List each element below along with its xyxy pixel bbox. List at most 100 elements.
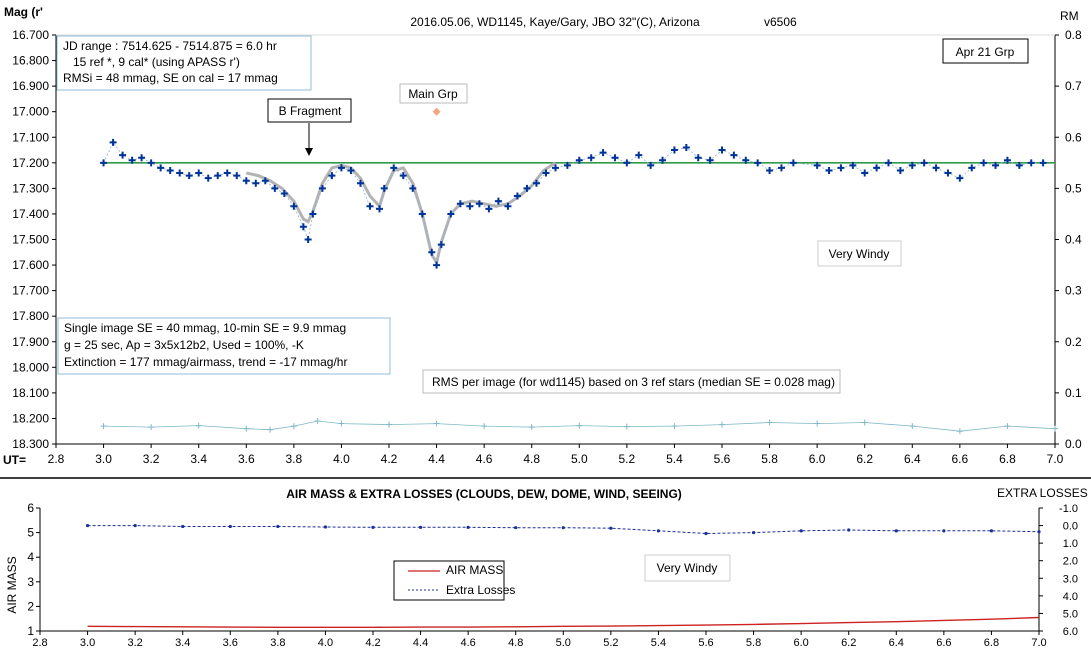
- data-point: [347, 166, 355, 174]
- data-point: [271, 184, 279, 192]
- airmass-line: [87, 616, 1040, 628]
- data-point: [399, 172, 407, 180]
- data-point: [195, 169, 203, 177]
- bottom-y2-label: EXTRA LOSSES: [997, 486, 1088, 500]
- y2-tick-label: 0.8: [1065, 28, 1082, 42]
- y-tick-label: 18.100: [12, 386, 49, 400]
- data-point: [980, 159, 988, 167]
- data-point: [742, 156, 750, 164]
- data-point: [375, 205, 383, 213]
- extra-losses-point: [418, 525, 423, 529]
- rms-point: [576, 422, 583, 429]
- extra-losses-point: [1037, 530, 1041, 534]
- x-tick-label: 5.6: [714, 452, 731, 466]
- extra-losses-point: [85, 523, 90, 528]
- bottom-y-tick-label: 1: [27, 624, 34, 638]
- bottom-y2-tick-label: 3.0: [1063, 573, 1078, 585]
- data-point: [409, 184, 417, 192]
- bottom-x-tick-label: 6.4: [889, 637, 904, 649]
- data-point: [647, 161, 655, 169]
- bottom-x-tick-label: 3.8: [270, 637, 285, 649]
- bottom-x-tick-label: 3.4: [175, 637, 190, 649]
- bottom-x-tick-label: 5.6: [698, 637, 713, 649]
- bottom-x-tick-label: 6.8: [984, 637, 999, 649]
- data-point: [1003, 156, 1011, 164]
- data-point: [456, 200, 464, 208]
- data-point: [328, 172, 336, 180]
- rms-point: [861, 419, 868, 426]
- data-point: [318, 184, 326, 192]
- bottom-x-tick-label: 6.2: [841, 637, 856, 649]
- y2-tick-label: 0.5: [1065, 181, 1082, 195]
- bottom-x-tick-label: 3.6: [223, 637, 238, 649]
- extra-losses-point: [276, 524, 280, 529]
- data-point: [100, 159, 108, 167]
- rms-point: [290, 423, 297, 430]
- data-point: [504, 202, 512, 210]
- data-point: [513, 192, 521, 200]
- extra-losses-point: [228, 524, 232, 529]
- rms-point: [719, 421, 725, 428]
- extra-losses-point: [799, 529, 803, 533]
- bottom-x-tick-label: 4.4: [413, 637, 428, 649]
- data-point: [599, 149, 607, 157]
- data-point: [204, 174, 212, 182]
- bottom-x-tick-label: 4.6: [460, 637, 475, 649]
- data-point: [380, 184, 388, 192]
- data-point: [418, 210, 426, 218]
- data-point: [447, 210, 455, 218]
- extra-losses-point: [989, 529, 994, 533]
- data-point: [563, 161, 571, 169]
- data-point: [1027, 159, 1035, 167]
- data-point: [825, 166, 833, 174]
- rms-point: [814, 420, 821, 427]
- model-fit-line: [245, 161, 557, 267]
- bottom-chart-title: AIR MASS & EXTRA LOSSES (CLOUDS, DEW, DO…: [286, 487, 682, 501]
- bottom-x-tick-label: 6.6: [936, 637, 951, 649]
- bottom-y-label: AIR MASS: [5, 556, 19, 613]
- y-tick-label: 18.300: [12, 437, 49, 451]
- x-tick-label: 4.4: [428, 452, 445, 466]
- data-point: [670, 146, 678, 154]
- data-point: [968, 164, 976, 172]
- bottom-x-tick-label: 7.0: [1031, 637, 1046, 649]
- chart-title: 2016.05.06, WD1145, Kaye/Gary, JBO 32"(C…: [410, 15, 700, 29]
- x-tick-label: 7.0: [1047, 452, 1064, 466]
- info-box: JD range : 7514.625 - 7514.875 = 6.0 hr …: [56, 35, 312, 91]
- x-tick-label: 4.6: [476, 452, 493, 466]
- bottom-y2-tick-label: -1.0: [1059, 503, 1078, 515]
- data-point: [575, 156, 583, 164]
- rms-point: [100, 423, 107, 430]
- y-tick-label: 17.800: [12, 309, 49, 323]
- stats-box: Single image SE = 40 mmag, 10-min SE = 9…: [57, 317, 391, 375]
- bottom-x-tick-label: 3.2: [127, 637, 142, 649]
- svg-text:Very Windy: Very Windy: [829, 247, 890, 261]
- y-tick-label: 17.600: [12, 258, 49, 272]
- chart-version: v6506: [764, 15, 797, 29]
- y-tick-label: 16.700: [12, 28, 49, 42]
- bottom-y-tick-label: 5: [27, 526, 34, 540]
- data-point: [390, 164, 398, 172]
- data-point: [587, 154, 595, 162]
- extra-losses-point: [656, 529, 661, 533]
- rms-point: [433, 420, 440, 427]
- data-point: [280, 189, 288, 197]
- data-point: [233, 172, 241, 180]
- data-point: [920, 159, 928, 167]
- extra-losses-point: [133, 523, 137, 528]
- x-tick-label: 2.8: [48, 452, 65, 466]
- y-tick-label: 17.100: [12, 130, 49, 144]
- extra-losses-point: [894, 529, 898, 533]
- info-line-1: JD range : 7514.625 - 7514.875 = 6.0 hr: [63, 39, 277, 53]
- y-tick-label: 17.700: [12, 284, 49, 298]
- bottom-x-tick-label: 5.4: [651, 637, 666, 649]
- bottom-x-tick-label: 4.2: [365, 637, 380, 649]
- extra-losses-point: [751, 531, 756, 535]
- y-tick-label: 16.800: [12, 54, 49, 68]
- stats-line-3: Extinction = 177 mmag/airmass, trend = -…: [64, 355, 347, 369]
- x-tick-label: 5.2: [619, 452, 636, 466]
- x-tick-label: 3.6: [238, 452, 255, 466]
- y2-tick-label: 0.3: [1065, 284, 1082, 298]
- y-tick-label: 17.000: [12, 105, 49, 119]
- data-point: [1015, 161, 1023, 169]
